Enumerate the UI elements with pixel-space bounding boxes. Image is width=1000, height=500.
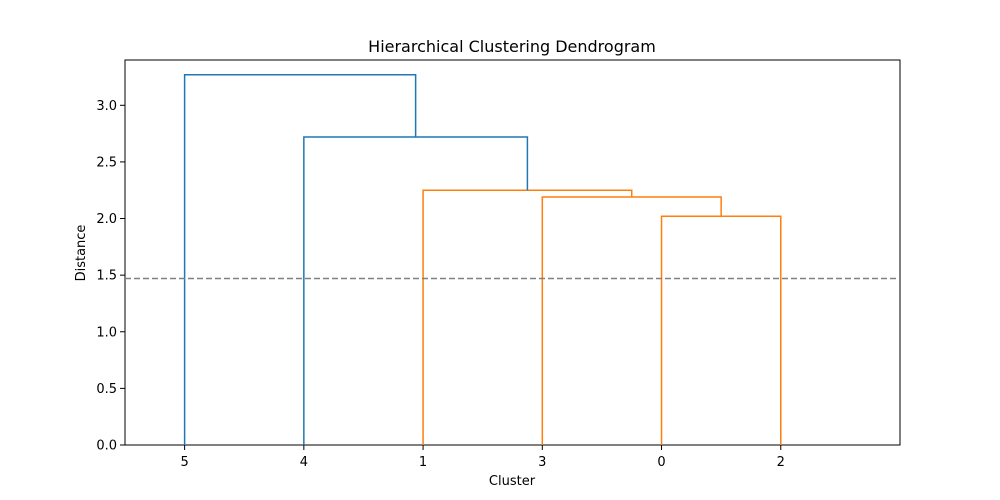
x-axis-label: Cluster xyxy=(489,474,536,489)
y-tick-label: 1.0 xyxy=(96,325,117,340)
y-tick-label: 1.5 xyxy=(96,269,117,284)
dendrogram-link xyxy=(541,196,722,445)
dendrogram-link xyxy=(183,73,417,445)
x-axis-ticks: 5 4 1 3 0 2 xyxy=(180,445,785,470)
x-tick-label: 1 xyxy=(419,455,427,470)
y-tick-label: 0.5 xyxy=(96,382,117,397)
x-tick-label: 2 xyxy=(777,455,785,470)
dendrogram-link xyxy=(660,215,782,445)
y-axis-ticks: 0.0 0.5 1.0 1.5 2.0 2.5 3.0 xyxy=(96,99,125,454)
y-tick-label: 3.0 xyxy=(96,99,117,114)
plot-frame xyxy=(124,59,901,446)
x-tick-label: 3 xyxy=(538,455,546,470)
x-tick-label: 5 xyxy=(180,455,188,470)
y-axis-label: Distance xyxy=(74,225,89,282)
x-tick-label: 4 xyxy=(300,455,308,470)
x-tick-label: 0 xyxy=(657,455,665,470)
dendrogram-links xyxy=(183,73,782,445)
dendrogram-link xyxy=(303,136,529,445)
y-tick-label: 2.0 xyxy=(96,212,117,227)
y-tick-label: 0.0 xyxy=(96,439,117,454)
dendrogram-link xyxy=(422,189,633,445)
y-tick-label: 2.5 xyxy=(96,155,117,170)
chart-title: Hierarchical Clustering Dendrogram xyxy=(368,37,656,56)
